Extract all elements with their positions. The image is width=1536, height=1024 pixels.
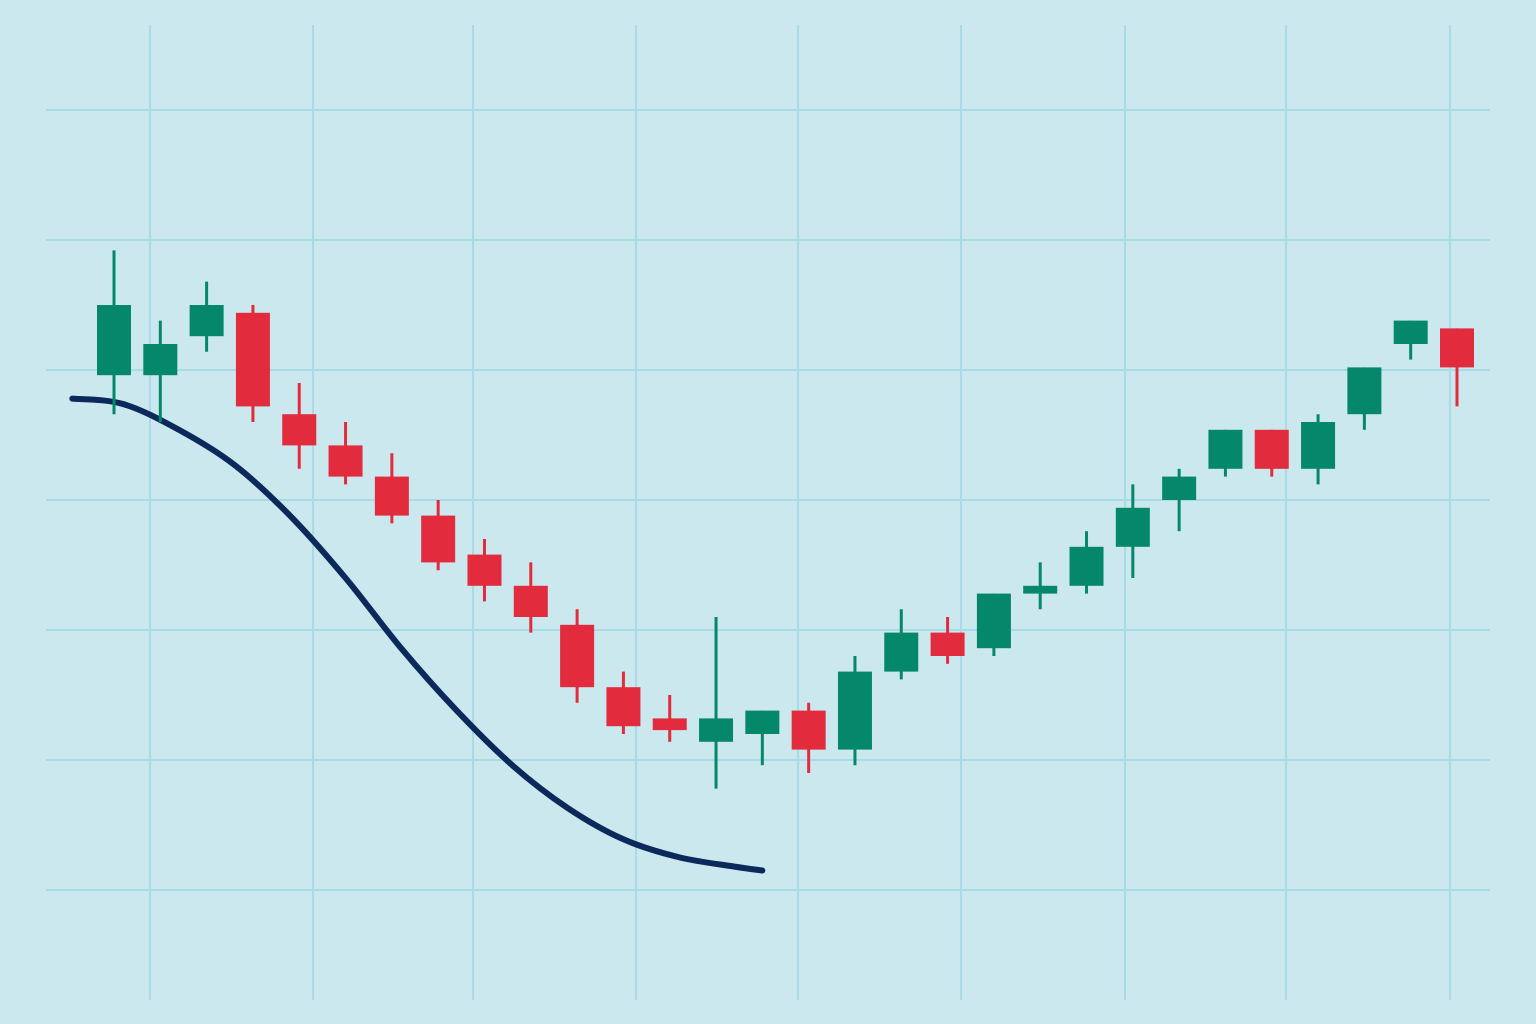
candle-body [235,312,270,407]
candle-body [930,632,965,656]
candle-body [1301,422,1336,469]
candle-body [189,305,224,337]
candle-bearish [606,671,641,734]
candle-body [1023,585,1058,594]
candle-body [652,718,687,731]
candle-bullish [189,281,224,352]
grid [46,25,1490,1000]
candle-body [1440,328,1474,368]
candle-body [1254,429,1289,469]
candle-body [328,445,363,477]
candle-bearish [513,562,548,633]
candle-bearish [930,617,965,664]
candle-body [1069,546,1104,586]
candle-bearish [235,305,270,422]
candle-bullish [1115,484,1150,578]
candle-body [884,632,919,672]
candle-body [97,305,131,376]
trend-line-layer [69,395,766,874]
candle-body [1162,476,1197,500]
candle-body [282,414,317,446]
candle-bullish [745,710,780,766]
candle-body [1208,429,1243,469]
trend-line [69,395,766,874]
candle-body [513,585,548,617]
candle-bullish [837,656,872,766]
candle-body [374,476,409,516]
candle-body [560,624,595,688]
candle-body [745,710,780,734]
candle-bullish [699,617,734,789]
candle-bearish [328,422,363,485]
candle-body [1393,320,1428,344]
candle-bearish [1254,429,1289,477]
candle-bullish [1393,320,1428,360]
candle-bullish [97,250,131,415]
candle-body [606,687,641,727]
candle-bearish [421,500,456,571]
candle-body [1347,367,1382,415]
candle-bullish [143,320,178,422]
candles [97,250,1474,789]
candle-bullish [1208,429,1243,477]
candle-bullish [1347,367,1382,430]
candle-bullish [976,593,1011,656]
candle-body [467,554,502,586]
candle-bearish [560,609,595,703]
candle-bearish [1440,328,1474,407]
candle-bullish [1162,468,1197,532]
candle-bearish [282,383,317,469]
candle-bullish [1301,414,1336,485]
candle-body [699,718,734,742]
candle-body [976,593,1011,649]
candle-body [143,344,178,376]
candle-bearish [467,539,502,602]
candle-bearish [791,702,826,773]
candle-bullish [1069,531,1104,594]
candle-bullish [1023,562,1058,610]
candle-body [837,671,872,750]
candle-bearish [652,695,687,742]
candle-bullish [884,609,919,680]
candle-bearish [374,453,409,524]
candle-body [421,515,456,563]
candle-body [1115,507,1150,547]
candle-body [791,710,826,750]
